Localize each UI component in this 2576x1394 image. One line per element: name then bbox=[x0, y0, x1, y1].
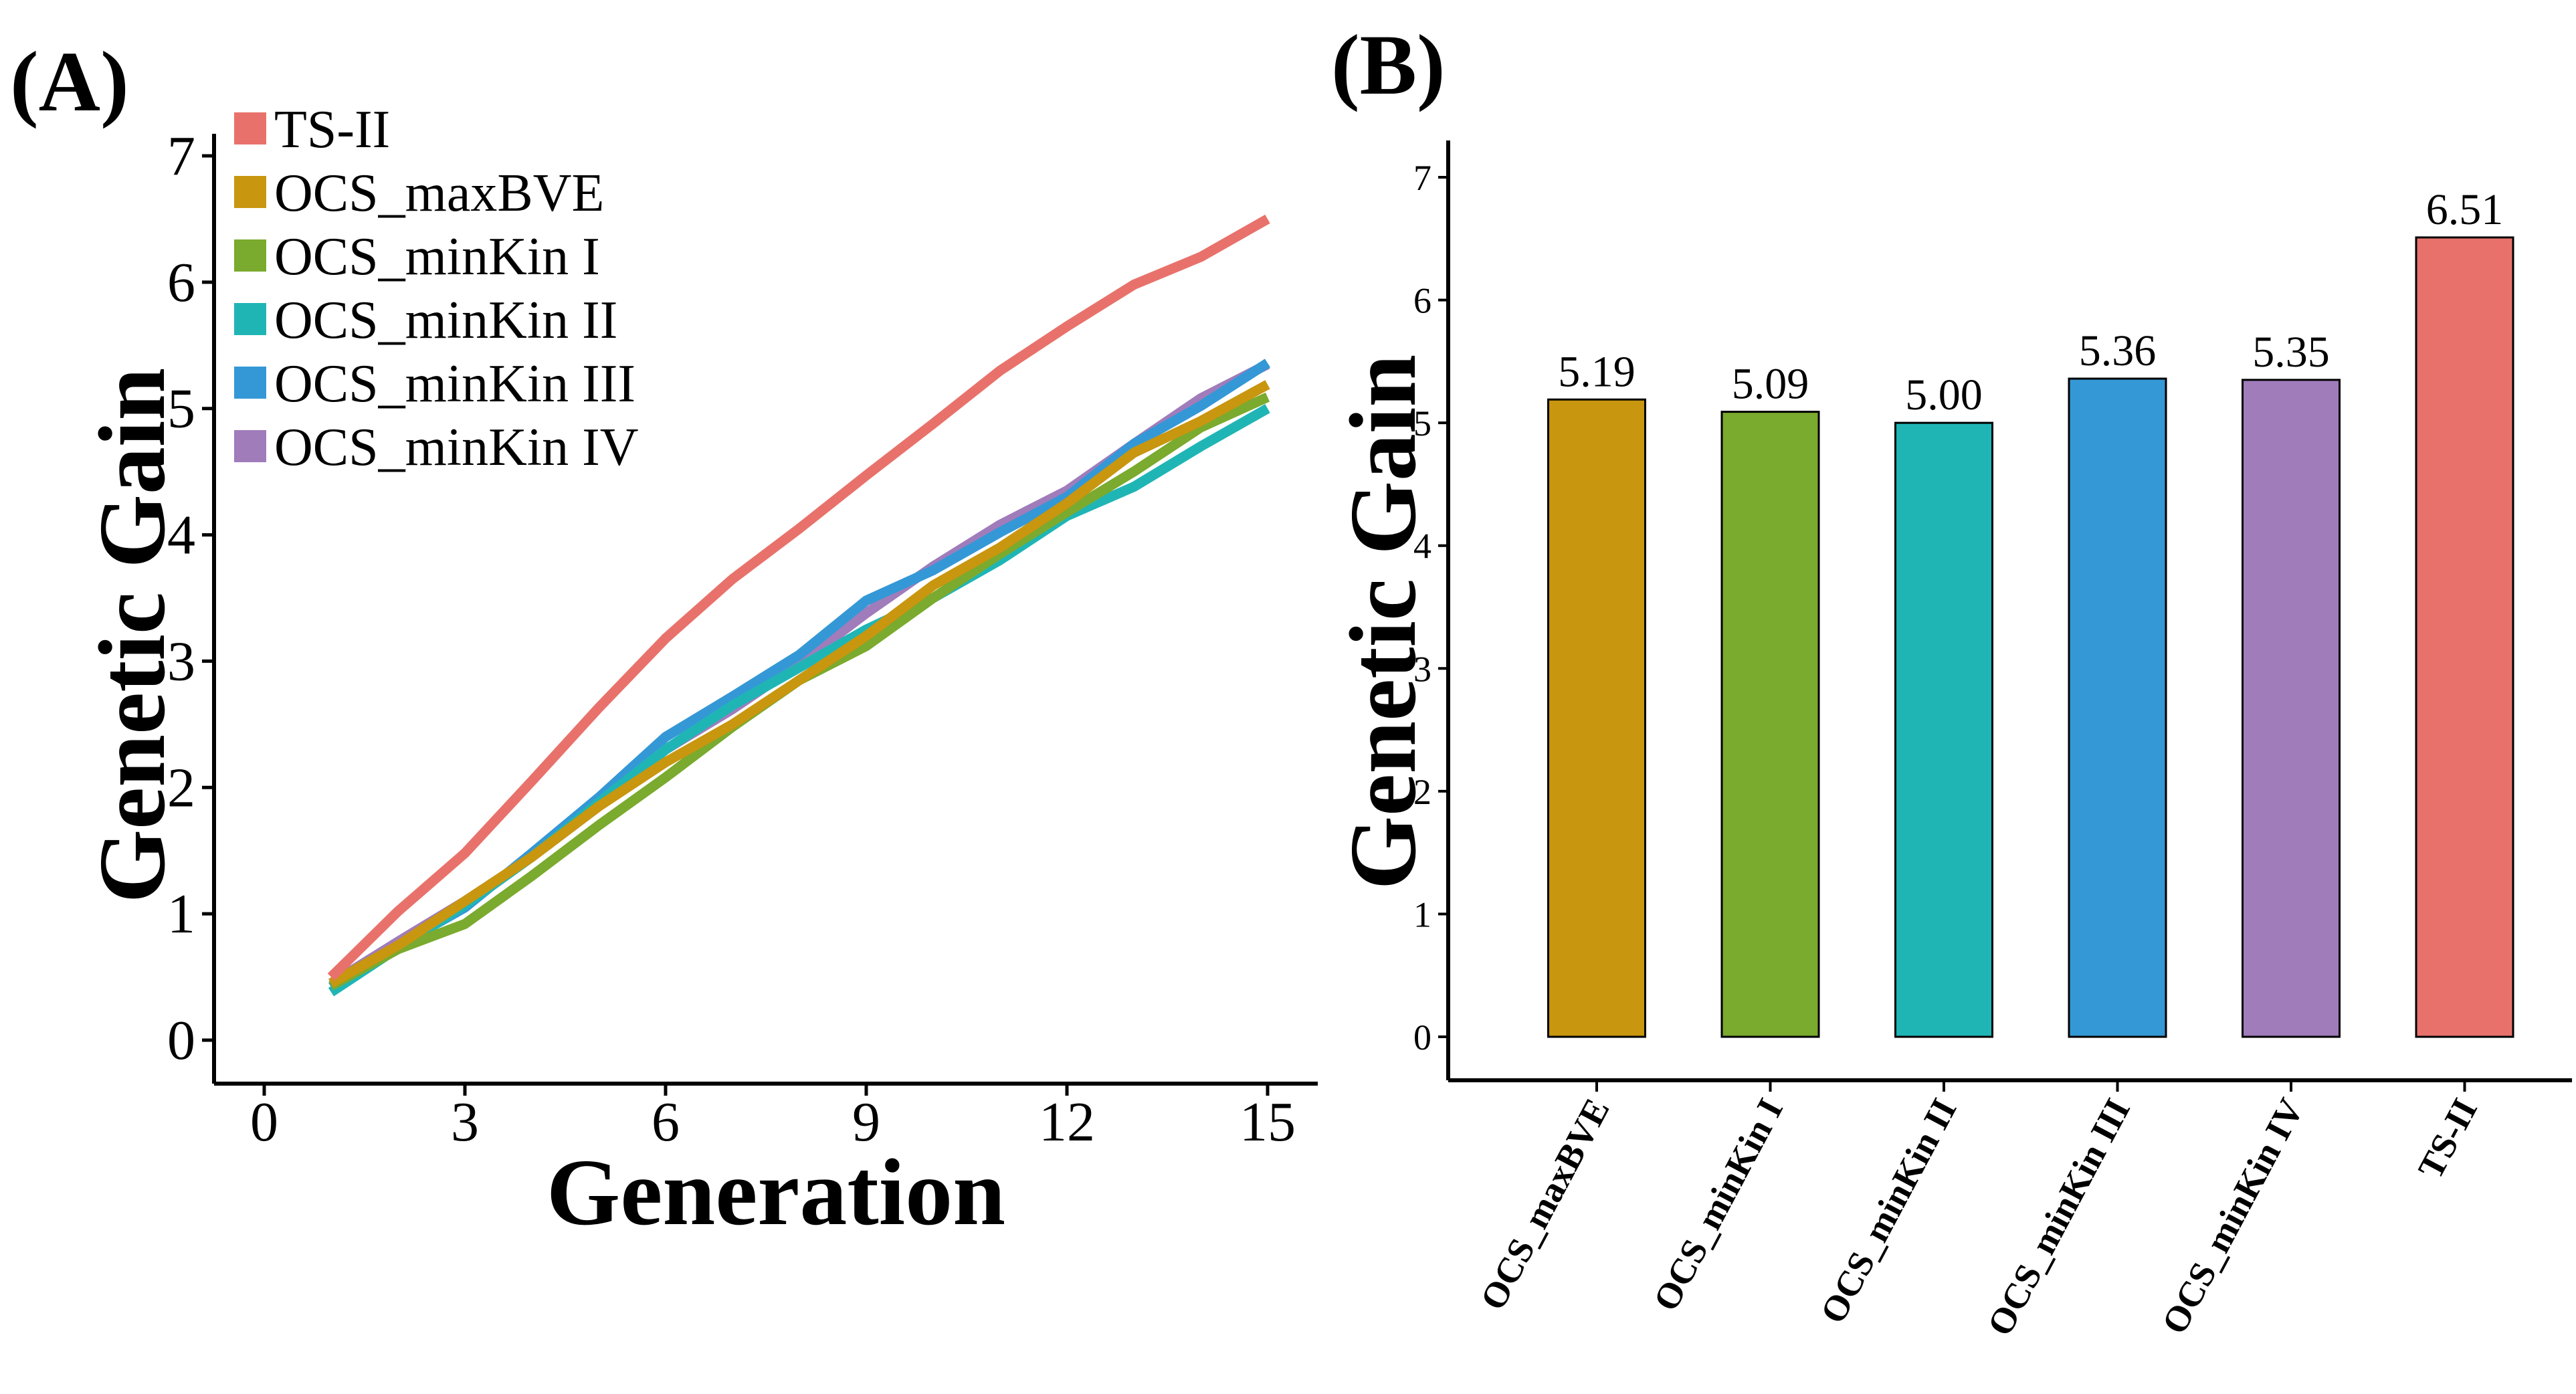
panel-a-y-tick-label: 0 bbox=[167, 1009, 195, 1072]
category-label: OCS_minKin I bbox=[1646, 1092, 1791, 1317]
legend-swatch bbox=[234, 112, 266, 144]
panel-a-x-tick-label: 12 bbox=[1039, 1091, 1095, 1153]
category-label: OCS_minKin III bbox=[1979, 1092, 2138, 1342]
panel-a-x-tick-label: 15 bbox=[1240, 1091, 1296, 1153]
panel-a-series-lines bbox=[327, 214, 1271, 997]
panel-a-y-ticks: 0 1 2 3 4 5 6 7 bbox=[167, 125, 214, 1072]
panel-b-y-tick-label: 1 bbox=[1413, 894, 1431, 934]
category-label: OCS_maxBVE bbox=[1472, 1092, 1617, 1316]
panel-b-bars: 5.19 OCS_maxBVE 5.09 OCS_minKin I 5.00 OCS_mi… bbox=[1472, 185, 2514, 1342]
panel-a-y-tick-label: 7 bbox=[167, 125, 195, 187]
bar-value-label: 5.19 bbox=[1558, 347, 1636, 396]
panel-b-y-axis-title: Genetic Gain bbox=[1330, 355, 1435, 890]
legend-swatch bbox=[234, 176, 266, 208]
panel-b-y-ticks: 0 1 2 3 4 5 6 7 bbox=[1413, 158, 1448, 1058]
legend-swatch bbox=[234, 303, 266, 335]
panel-a-x-tick-label: 9 bbox=[852, 1091, 880, 1153]
panel-a-x-axis-title: Generation bbox=[547, 1139, 1005, 1245]
panel-a-y-tick-label: 2 bbox=[167, 757, 195, 819]
bar bbox=[1720, 411, 1820, 1038]
panel-a-x-tick-label: 3 bbox=[451, 1091, 479, 1153]
legend-swatch bbox=[234, 239, 266, 272]
panel-a-y-tick-label: 4 bbox=[167, 504, 195, 567]
panel-a-y-tick-label: 3 bbox=[167, 630, 195, 692]
panel-b-y-tick-label: 3 bbox=[1413, 649, 1431, 689]
category-label: OCS_minKin II bbox=[1813, 1092, 1965, 1329]
panel-b-y-tick-label: 4 bbox=[1413, 526, 1431, 567]
panel-b-label: (B) bbox=[1331, 17, 1446, 112]
panel-a-x-ticks: 0 3 6 9 12 15 bbox=[250, 1084, 1296, 1153]
legend-label: OCS_minKin I bbox=[274, 227, 600, 286]
bar-value-label: 5.09 bbox=[1732, 360, 1809, 409]
panel-b-y-tick-label: 2 bbox=[1413, 772, 1431, 812]
panel-b-y-tick-label: 7 bbox=[1413, 158, 1431, 198]
panel-a-label: (A) bbox=[10, 34, 129, 129]
panel-b-bar-chart: (B) Genetic Gain 0 1 2 3 4 5 6 7 5.19 OCS_maxBVE… bbox=[1330, 17, 2572, 1342]
legend-label: OCS_maxBVE bbox=[274, 164, 604, 223]
panel-b-y-tick-label: 6 bbox=[1413, 281, 1431, 321]
bar bbox=[2415, 236, 2514, 1038]
bar-value-label: 5.36 bbox=[2079, 326, 2157, 375]
series-line-ocs-minkin-ii bbox=[328, 404, 1270, 997]
legend-label: OCS_minKin II bbox=[274, 291, 617, 350]
panel-a-y-tick-label: 6 bbox=[167, 252, 195, 314]
legend-label: TS-II bbox=[274, 100, 390, 159]
bar-value-label: 5.35 bbox=[2252, 328, 2330, 377]
series-line-ts-ii bbox=[327, 214, 1270, 981]
panel-a-y-tick-label: 5 bbox=[167, 378, 195, 440]
legend-label: OCS_minKin IV bbox=[274, 418, 639, 477]
legend-swatch bbox=[234, 430, 266, 462]
category-label: TS-II bbox=[2410, 1092, 2485, 1185]
legend-label: OCS_minKin III bbox=[274, 355, 635, 413]
category-label: OCS_minKin IV bbox=[2154, 1092, 2311, 1340]
bar bbox=[1547, 398, 1646, 1038]
bar-value-label: 6.51 bbox=[2426, 185, 2504, 234]
panel-b-y-tick-label: 5 bbox=[1413, 403, 1431, 443]
bar bbox=[2068, 377, 2167, 1038]
series-line-ocs-maxbve bbox=[328, 380, 1270, 988]
panel-a-y-tick-label: 1 bbox=[167, 883, 195, 945]
panel-a-y-axis-title: Genetic Gain bbox=[79, 368, 185, 904]
bar-value-label: 5.00 bbox=[1905, 371, 1983, 419]
panel-b-y-tick-label: 0 bbox=[1413, 1017, 1431, 1058]
bar bbox=[1894, 421, 1993, 1038]
bar bbox=[2242, 379, 2341, 1038]
legend-swatch bbox=[234, 367, 266, 399]
panel-a-x-tick-label: 0 bbox=[250, 1091, 278, 1153]
panel-a-x-tick-label: 6 bbox=[652, 1091, 680, 1153]
